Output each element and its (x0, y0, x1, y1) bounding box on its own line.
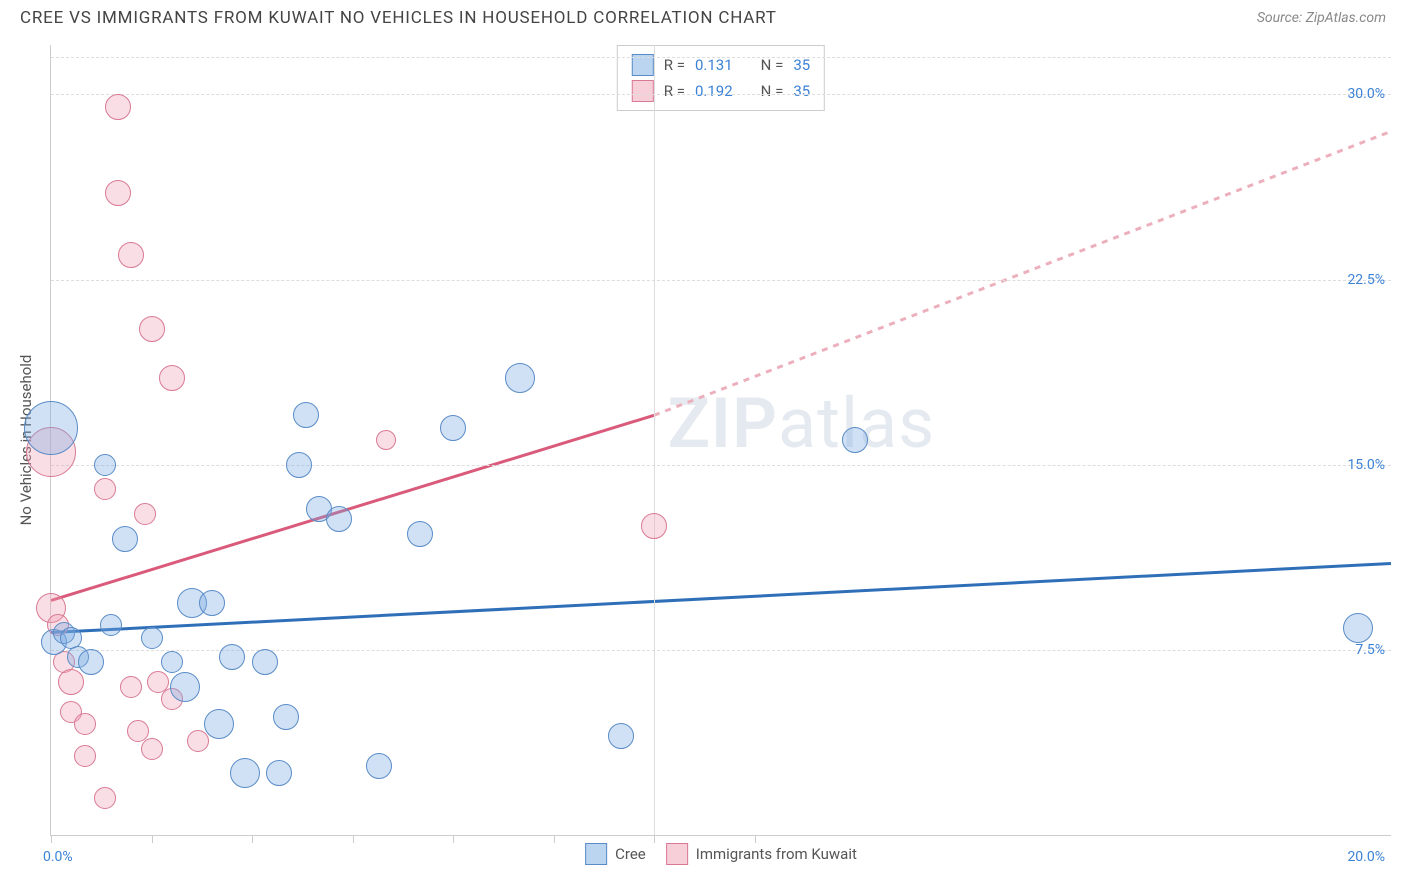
y-tick-label: 22.5% (1347, 272, 1385, 288)
legend-stats: R = 0.131 N = 35 R = 0.192 N = 35 (617, 45, 825, 111)
legend-item-kuwait: Immigrants from Kuwait (666, 843, 857, 865)
data-point (60, 627, 82, 649)
data-point (159, 365, 185, 391)
data-point (608, 723, 634, 749)
data-point (293, 402, 319, 428)
data-point (94, 478, 116, 500)
data-point (326, 506, 352, 532)
data-point (252, 649, 278, 675)
legend-item-cree: Cree (585, 843, 646, 865)
data-point (74, 713, 96, 735)
data-point (112, 526, 138, 552)
gridline-h (51, 57, 1391, 58)
data-point (94, 454, 116, 476)
x-tick (453, 835, 454, 843)
gridline-h (51, 465, 1391, 466)
r-value-kuwait: 0.192 (695, 82, 733, 100)
data-point (273, 704, 299, 730)
r-label: R = (664, 56, 685, 74)
swatch-icon (632, 80, 654, 102)
data-point (505, 363, 535, 393)
data-point (286, 452, 312, 478)
x-tick (755, 835, 756, 843)
watermark: ZIPatlas (668, 383, 936, 465)
data-point (170, 672, 200, 702)
data-point (134, 503, 156, 525)
data-point (105, 94, 131, 120)
x-tick (654, 835, 655, 843)
n-label: N = (761, 82, 784, 100)
data-point (58, 669, 84, 695)
trend-lines (51, 45, 1391, 835)
x-axis-start: 0.0% (43, 849, 73, 865)
gridline-v (654, 45, 655, 835)
legend-label-kuwait: Immigrants from Kuwait (696, 845, 857, 863)
data-point (376, 430, 396, 450)
data-point (204, 709, 234, 739)
y-tick-label: 30.0% (1347, 86, 1385, 102)
data-point (366, 753, 392, 779)
data-point (105, 180, 131, 206)
data-point (161, 651, 183, 673)
x-axis-end: 20.0% (1347, 849, 1385, 865)
page-title: CREE VS IMMIGRANTS FROM KUWAIT NO VEHICL… (20, 8, 777, 28)
x-tick (252, 835, 253, 843)
y-tick-label: 7.5% (1355, 642, 1385, 658)
data-point (24, 401, 78, 455)
data-point (100, 614, 122, 636)
data-point (141, 738, 163, 760)
legend-stats-row-cree: R = 0.131 N = 35 (632, 52, 810, 78)
data-point (1343, 613, 1373, 643)
data-point (141, 627, 163, 649)
swatch-icon (666, 843, 688, 865)
source-label: Source: ZipAtlas.com (1257, 10, 1386, 26)
legend-label-cree: Cree (615, 845, 646, 863)
data-point (641, 513, 667, 539)
chart-plot-area: No Vehicles in Household ZIPatlas R = 0.… (50, 45, 1391, 836)
data-point (78, 649, 104, 675)
data-point (94, 787, 116, 809)
n-value-kuwait: 35 (793, 82, 810, 100)
gridline-h (51, 280, 1391, 281)
x-tick (554, 835, 555, 843)
data-point (230, 758, 260, 788)
legend-series: Cree Immigrants from Kuwait (585, 843, 857, 865)
data-point (120, 676, 142, 698)
swatch-icon (585, 843, 607, 865)
data-point (199, 590, 225, 616)
data-point (139, 316, 165, 342)
watermark-zip: ZIP (668, 383, 778, 465)
data-point (74, 745, 96, 767)
legend-stats-row-kuwait: R = 0.192 N = 35 (632, 78, 810, 104)
r-value-cree: 0.131 (695, 56, 733, 74)
x-tick (353, 835, 354, 843)
gridline-h (51, 94, 1391, 95)
data-point (266, 760, 292, 786)
data-point (219, 644, 245, 670)
x-tick (51, 835, 52, 843)
data-point (842, 427, 868, 453)
y-tick-label: 15.0% (1347, 457, 1385, 473)
gridline-h (51, 650, 1391, 651)
data-point (440, 415, 466, 441)
n-label: N = (761, 56, 784, 74)
n-value-cree: 35 (793, 56, 810, 74)
x-tick (152, 835, 153, 843)
r-label: R = (664, 82, 685, 100)
data-point (407, 521, 433, 547)
data-point (118, 242, 144, 268)
